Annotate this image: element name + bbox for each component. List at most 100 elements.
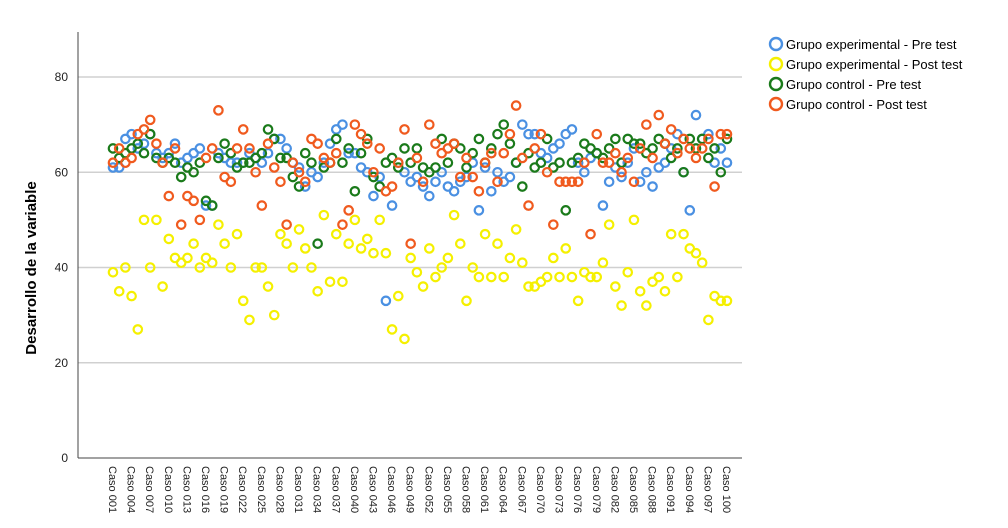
data-point <box>560 205 572 216</box>
data-point <box>486 271 497 283</box>
data-point <box>262 281 274 292</box>
data-point <box>337 276 348 288</box>
data-point <box>157 157 168 169</box>
data-point <box>597 200 609 211</box>
data-point <box>455 238 466 249</box>
data-point <box>268 309 280 321</box>
data-point <box>337 157 348 169</box>
data-point <box>473 271 485 283</box>
data-point <box>492 176 503 188</box>
data-point <box>386 200 398 211</box>
data-point <box>250 262 261 273</box>
data-point <box>138 214 150 226</box>
data-point <box>572 176 584 188</box>
data-point <box>411 143 423 154</box>
y-tick-label: 0 <box>61 451 68 465</box>
legend-label: Grupo control - Pre test <box>786 77 921 92</box>
data-point <box>690 247 702 259</box>
legend-marker <box>768 96 784 112</box>
data-point <box>219 238 230 249</box>
data-point <box>461 171 472 183</box>
data-point <box>113 286 125 297</box>
x-tick-label: Caso 079 <box>590 466 602 513</box>
data-point <box>380 247 392 259</box>
x-tick-label: Caso 088 <box>646 466 658 513</box>
gridlines <box>78 76 742 364</box>
data-point <box>312 171 323 183</box>
data-point <box>541 271 553 283</box>
data-point <box>622 266 634 278</box>
data-point <box>696 143 708 154</box>
data-point <box>566 271 578 283</box>
legend-label: Grupo experimental - Pre test <box>786 37 957 52</box>
data-point <box>678 228 689 240</box>
x-tick-label: Caso 097 <box>701 466 713 513</box>
data-point <box>355 128 367 140</box>
data-point <box>275 133 286 145</box>
data-point <box>703 152 714 164</box>
y-tick-label: 80 <box>55 70 69 84</box>
data-point <box>554 271 565 283</box>
x-tick-label: Caso 001 <box>106 466 118 513</box>
data-point <box>194 262 206 273</box>
data-point <box>374 214 385 226</box>
data-point <box>144 262 156 273</box>
data-point <box>448 209 460 221</box>
data-point <box>684 143 696 154</box>
x-tick-label: Caso 031 <box>292 466 304 513</box>
data-point <box>684 133 696 145</box>
data-point <box>510 100 522 111</box>
x-tick-label: Caso 025 <box>255 466 267 513</box>
x-tick-label: Caso 007 <box>143 466 155 513</box>
data-point <box>628 176 640 188</box>
data-point <box>281 238 292 249</box>
data-point <box>473 205 485 216</box>
axes <box>77 32 742 459</box>
data-point <box>610 133 621 145</box>
data-point <box>479 162 491 173</box>
data-point <box>498 271 510 283</box>
data-point <box>399 333 410 345</box>
data-point <box>113 143 125 154</box>
data-point <box>225 176 237 188</box>
data-point <box>430 138 441 149</box>
data-point <box>535 128 547 140</box>
data-point <box>678 166 689 178</box>
data-point <box>566 176 578 188</box>
data-point <box>405 252 416 264</box>
data-point <box>603 219 615 230</box>
data-point <box>597 157 609 169</box>
data-point <box>318 209 330 221</box>
data-point <box>343 238 354 249</box>
data-point <box>107 266 119 278</box>
data-point <box>690 109 702 121</box>
data-point <box>318 157 330 169</box>
legend: Grupo experimental - Pre test Grupo exper… <box>768 36 963 112</box>
data-point <box>275 176 286 188</box>
x-tick-label: Caso 010 <box>162 466 174 513</box>
data-point <box>219 138 230 149</box>
data-point <box>634 176 646 188</box>
data-point <box>721 128 733 140</box>
data-point <box>349 214 361 226</box>
data-point <box>448 138 460 149</box>
data-point <box>275 152 286 164</box>
y-ticks: 0 20 40 60 80 <box>55 70 69 465</box>
data-point <box>361 138 373 149</box>
data-point <box>517 119 528 130</box>
data-point <box>337 119 348 130</box>
data-point <box>312 138 323 149</box>
x-tick-label: Caso 034 <box>311 466 323 513</box>
x-tick-label: Caso 046 <box>385 466 397 513</box>
data-point <box>715 143 727 154</box>
data-point <box>343 143 354 154</box>
data-point <box>293 224 305 235</box>
data-point <box>479 228 491 240</box>
data-point <box>206 257 218 269</box>
data-point <box>461 152 472 164</box>
data-point <box>287 157 299 169</box>
data-point <box>120 262 131 273</box>
data-point <box>498 119 510 130</box>
data-point <box>163 233 175 245</box>
